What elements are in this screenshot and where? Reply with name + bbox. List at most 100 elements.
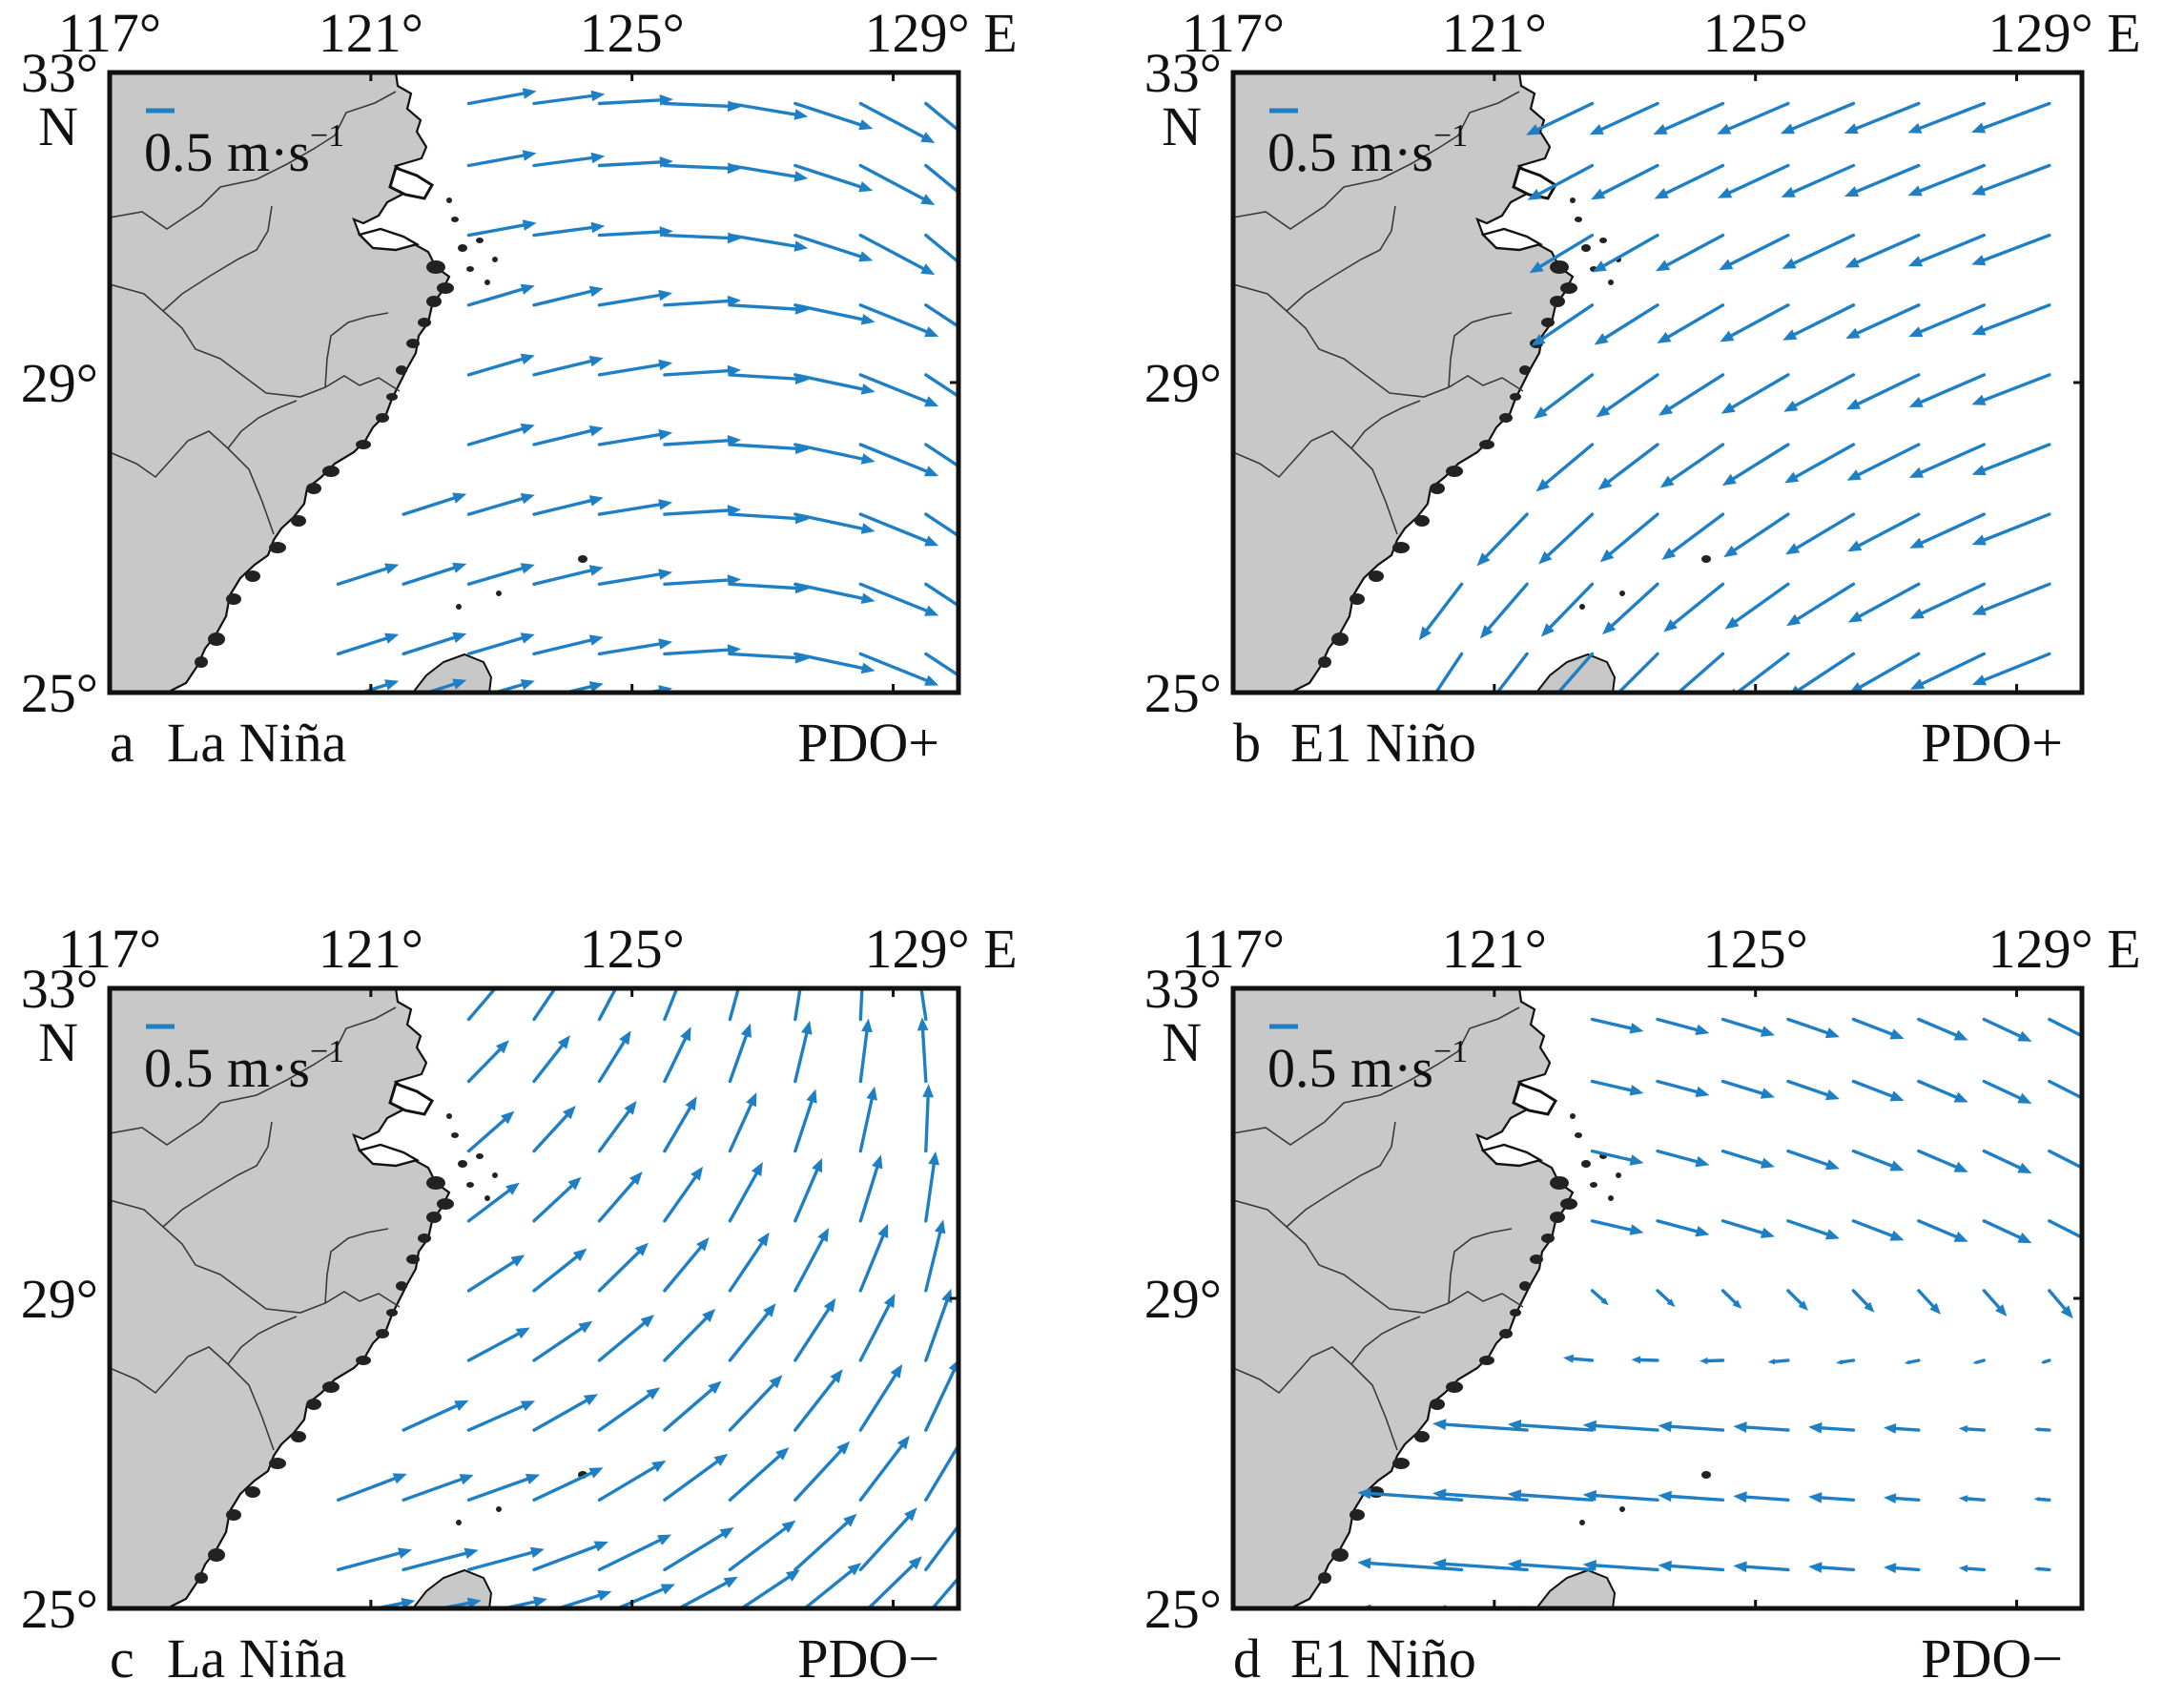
arrow-head	[1780, 123, 1795, 135]
arrow-head	[984, 690, 999, 702]
arrow-shaft	[532, 1471, 593, 1502]
current-vector-arrow	[1845, 373, 1921, 410]
arrow-shaft	[663, 369, 730, 377]
arrow-shaft	[1919, 373, 1986, 404]
current-vector-arrow	[1917, 1079, 1968, 1103]
arrow-head	[640, 1315, 655, 1328]
arrow-shaft	[663, 1246, 703, 1293]
arrow-shaft	[728, 303, 797, 311]
arrow-head	[401, 1597, 416, 1608]
arrow-shaft	[1594, 1494, 1659, 1502]
arrow-head	[1808, 1492, 1823, 1503]
current-vector-arrow	[1658, 1420, 1725, 1433]
current-vector-arrow	[1781, 163, 1856, 197]
island	[1446, 466, 1463, 477]
arrow-head	[1849, 682, 1864, 693]
scale-vector-label: 0.5 m·s−1	[144, 118, 344, 183]
current-vector-arrow	[1658, 1560, 1725, 1572]
arrow-shaft	[665, 696, 728, 700]
arrow-shaft	[728, 1526, 787, 1572]
current-vector-arrow	[1971, 582, 2051, 615]
island	[1392, 542, 1410, 553]
current-vector-arrow	[802, 1563, 862, 1608]
current-vector-arrow	[597, 1387, 661, 1432]
yangtze-estuary	[388, 166, 435, 200]
arrow-shaft	[793, 163, 862, 189]
arrow-shaft	[402, 635, 456, 656]
arrow-shaft	[728, 373, 797, 381]
arrow-head	[1507, 1559, 1522, 1570]
arrow-head	[1357, 1487, 1371, 1500]
current-vector-arrow	[1907, 163, 1986, 197]
arrow-head	[454, 1399, 469, 1412]
arrow-head	[1507, 1489, 1522, 1501]
arrow-shaft	[1668, 373, 1725, 410]
arrow-shaft	[1793, 373, 1856, 407]
arrow-head	[658, 289, 673, 301]
arrow-head	[1782, 329, 1798, 341]
arrow-shaft	[1822, 1614, 1853, 1616]
arrow-head	[1889, 1028, 1905, 1040]
current-vector-arrow	[1851, 1289, 1875, 1313]
island	[426, 296, 442, 307]
arrow-head	[583, 1394, 598, 1406]
yangtze-estuary	[388, 1082, 435, 1116]
arrow-shaft	[1786, 1017, 1829, 1035]
current-vector-arrow	[1433, 652, 1464, 693]
arrow-head	[624, 1100, 637, 1115]
latitude-label: 33°	[1144, 958, 1222, 1020]
taiwan-land	[1535, 1568, 1617, 1608]
arrow-head	[917, 1017, 929, 1031]
arrow-head	[1824, 1229, 1840, 1240]
arrow-head	[1909, 537, 1925, 549]
island	[291, 515, 306, 527]
current-vector-arrow	[1432, 1558, 1529, 1572]
arrow-shaft	[532, 1399, 588, 1432]
arrow-shaft	[597, 1465, 656, 1502]
current-vector-arrow	[858, 303, 939, 338]
arrow-head	[593, 1541, 608, 1552]
map-panel-d: 117° 121° 125° 129° E 25° 29° 33°N 0.5 m·s−1 d E1…	[1144, 918, 2141, 1690]
arrow-shaft	[728, 1034, 748, 1084]
arrow-head	[1667, 738, 1680, 752]
arrow-shaft	[793, 988, 802, 1022]
arrow-shaft	[1792, 233, 1856, 265]
current-vector-arrow	[793, 1369, 843, 1432]
arrow-shaft	[466, 92, 525, 106]
current-vector-arrow	[597, 499, 673, 516]
current-vector-arrow	[466, 150, 537, 168]
arrow-head	[1847, 611, 1863, 623]
current-vector-arrow	[1538, 512, 1595, 565]
current-vector-arrow	[2033, 1497, 2051, 1502]
arrow-shaft	[597, 988, 618, 1022]
arrow-head	[1659, 404, 1673, 416]
current-vector-arrow	[922, 1084, 934, 1153]
arrow-head	[1929, 1302, 1941, 1315]
arrow-shaft	[597, 642, 661, 656]
scale-exponent: −1	[310, 1034, 344, 1069]
arrow-shaft	[1856, 373, 1921, 405]
current-vector-arrow	[1592, 233, 1659, 273]
current-vector-arrow	[728, 101, 809, 120]
current-vector-arrow	[466, 632, 535, 656]
island	[208, 1548, 225, 1562]
current-vector-arrow	[532, 1320, 593, 1362]
hangzhou-bay	[1480, 227, 1544, 252]
current-vector-arrow	[793, 1228, 830, 1293]
current-vector-arrow	[1656, 1017, 1710, 1036]
current-vector-arrow	[466, 1040, 509, 1084]
arrow-head	[1786, 613, 1802, 627]
island	[356, 1356, 371, 1365]
arrow-head	[904, 1507, 917, 1522]
enso-event-label: E1 Niño	[1290, 1627, 1476, 1690]
current-vector-arrow	[728, 1303, 776, 1362]
current-vector-arrow	[924, 163, 958, 195]
arrow-shaft	[2039, 1615, 2050, 1616]
arrow-head	[775, 1447, 790, 1461]
current-vector-arrow	[466, 423, 535, 446]
arrow-shaft	[1369, 1491, 1464, 1502]
arrow-shaft	[1676, 652, 1725, 693]
scale-vector-legend: 0.5 m·s−1	[1267, 1024, 1468, 1099]
arrow-head	[836, 1441, 851, 1455]
arrow-shaft	[532, 499, 592, 516]
